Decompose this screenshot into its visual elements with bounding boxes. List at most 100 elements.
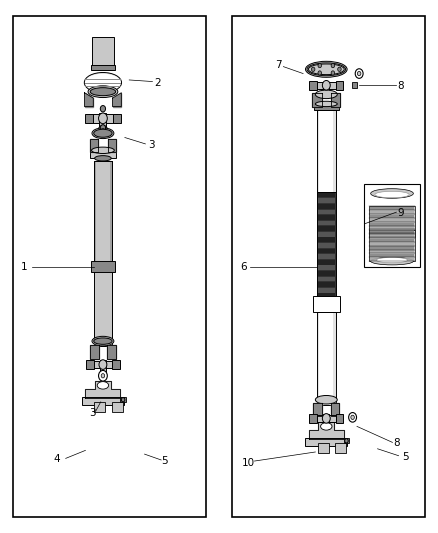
Bar xyxy=(318,243,335,248)
Bar xyxy=(370,254,414,257)
Text: 6: 6 xyxy=(240,262,247,271)
Ellipse shape xyxy=(376,257,408,263)
Bar xyxy=(333,312,336,405)
Polygon shape xyxy=(331,403,339,416)
Bar xyxy=(370,211,414,214)
Ellipse shape xyxy=(84,72,121,93)
Bar xyxy=(13,16,206,517)
Bar xyxy=(370,251,414,254)
Bar xyxy=(99,113,106,132)
Bar xyxy=(370,227,414,229)
Text: 3: 3 xyxy=(88,408,95,418)
Bar xyxy=(370,243,414,246)
Ellipse shape xyxy=(305,61,347,77)
Polygon shape xyxy=(108,139,116,152)
Bar xyxy=(323,414,329,429)
Bar xyxy=(313,296,339,312)
Bar xyxy=(318,443,328,453)
Circle shape xyxy=(357,71,361,76)
Bar xyxy=(100,360,106,376)
Ellipse shape xyxy=(315,395,337,404)
Bar xyxy=(94,161,112,346)
Circle shape xyxy=(101,128,105,134)
Polygon shape xyxy=(85,381,120,398)
Bar xyxy=(318,260,335,264)
Bar xyxy=(317,110,336,192)
Circle shape xyxy=(101,374,105,378)
Circle shape xyxy=(318,71,321,75)
Bar xyxy=(110,161,112,346)
Bar xyxy=(317,312,319,405)
Ellipse shape xyxy=(92,336,114,346)
Bar xyxy=(305,438,347,446)
Bar xyxy=(318,299,335,304)
Bar xyxy=(86,360,94,369)
Bar xyxy=(318,277,335,281)
Bar xyxy=(89,114,117,123)
Ellipse shape xyxy=(375,191,409,198)
Bar xyxy=(370,230,414,233)
Ellipse shape xyxy=(321,423,332,430)
Bar xyxy=(335,443,346,453)
Circle shape xyxy=(331,63,335,68)
Circle shape xyxy=(355,69,363,78)
Bar xyxy=(85,114,93,123)
Ellipse shape xyxy=(307,63,346,76)
Circle shape xyxy=(121,398,125,402)
Bar xyxy=(318,282,335,287)
Bar xyxy=(370,239,414,242)
Bar xyxy=(318,288,335,293)
Bar xyxy=(318,294,335,298)
Bar xyxy=(352,82,357,88)
Circle shape xyxy=(351,415,354,419)
Ellipse shape xyxy=(90,88,116,96)
Polygon shape xyxy=(90,139,98,152)
Polygon shape xyxy=(107,345,116,359)
Bar xyxy=(318,198,335,203)
Text: 1: 1 xyxy=(21,262,28,271)
Text: 9: 9 xyxy=(397,208,404,218)
Ellipse shape xyxy=(88,86,118,98)
Bar xyxy=(336,414,343,423)
Bar xyxy=(113,114,121,123)
Circle shape xyxy=(318,63,321,68)
Circle shape xyxy=(100,106,106,112)
Circle shape xyxy=(349,413,357,422)
Bar xyxy=(318,209,335,214)
Circle shape xyxy=(345,439,348,443)
Bar xyxy=(370,222,414,225)
Circle shape xyxy=(100,125,106,131)
Bar xyxy=(94,272,112,346)
Bar xyxy=(333,110,336,192)
Bar xyxy=(94,402,105,412)
Bar xyxy=(82,397,124,405)
Polygon shape xyxy=(313,403,322,416)
Circle shape xyxy=(98,125,108,137)
Text: 2: 2 xyxy=(154,78,161,87)
Ellipse shape xyxy=(371,257,413,265)
Bar xyxy=(120,397,126,402)
Text: 10: 10 xyxy=(242,458,255,467)
Polygon shape xyxy=(331,93,340,107)
Bar xyxy=(364,184,420,266)
Bar xyxy=(370,231,414,234)
Ellipse shape xyxy=(308,64,344,75)
Bar xyxy=(369,206,415,237)
Polygon shape xyxy=(90,345,99,359)
Polygon shape xyxy=(312,93,322,107)
Bar xyxy=(318,215,335,220)
Bar xyxy=(112,402,123,412)
Bar xyxy=(313,415,339,422)
Bar xyxy=(370,215,414,218)
Bar xyxy=(318,265,335,270)
Ellipse shape xyxy=(92,147,114,154)
Ellipse shape xyxy=(371,189,413,198)
Circle shape xyxy=(338,67,341,71)
Text: 5: 5 xyxy=(402,453,409,462)
Circle shape xyxy=(331,71,335,75)
Ellipse shape xyxy=(315,101,337,107)
Bar xyxy=(318,271,335,276)
Circle shape xyxy=(322,80,330,90)
Bar xyxy=(94,161,96,346)
Ellipse shape xyxy=(315,90,337,99)
